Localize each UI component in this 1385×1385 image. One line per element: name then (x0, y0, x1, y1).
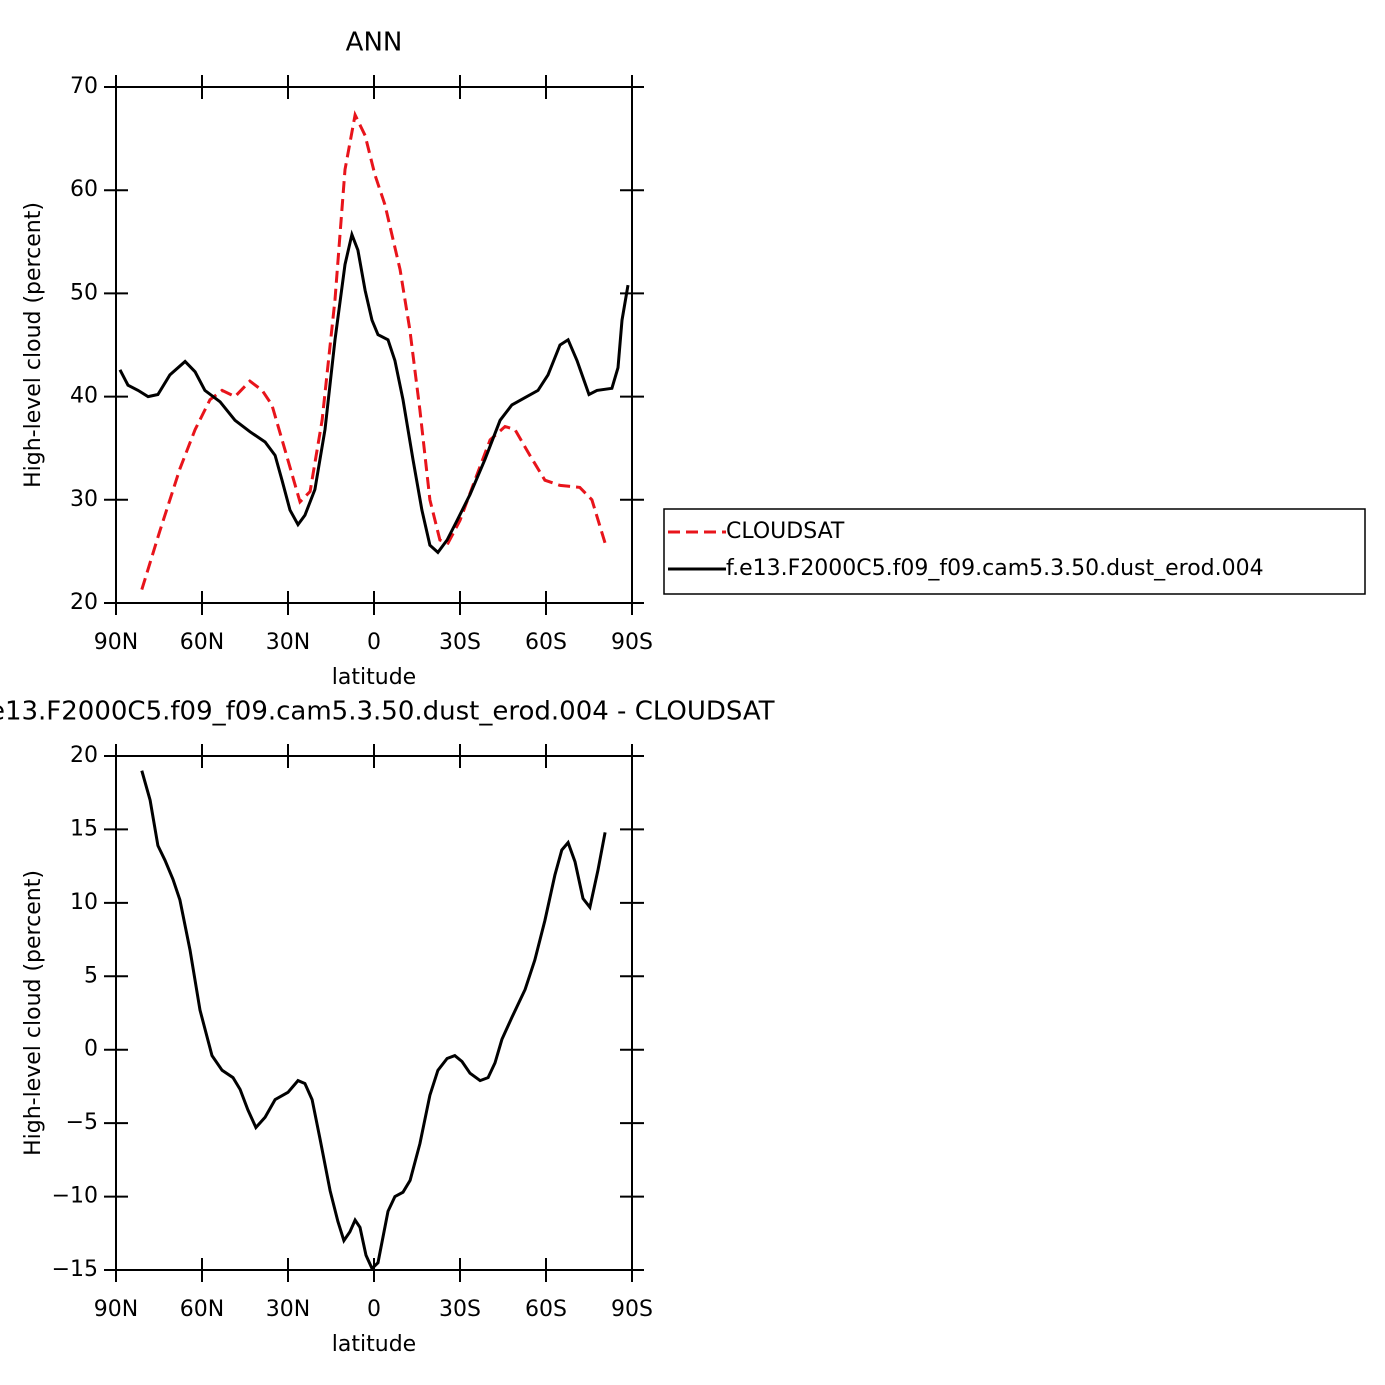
y-tick-label: 70 (70, 74, 98, 99)
y-axis-label: High-level cloud (percent) (21, 202, 46, 488)
x-tick-label: 0 (367, 630, 381, 655)
x-axis-label: latitude (332, 1332, 416, 1357)
plot-frame (115, 755, 633, 1271)
y-tick-label: −15 (52, 1257, 98, 1282)
y-tick-label: 30 (70, 487, 98, 512)
legend-box (663, 508, 1366, 595)
y-tick-label: 50 (70, 280, 98, 305)
line (140, 770, 607, 1272)
y-tick-label: 20 (70, 590, 98, 615)
y-tick-label: 0 (84, 1037, 98, 1062)
x-tick-label: 90N (94, 1297, 138, 1322)
y-axis-label: High-level cloud (percent) (21, 870, 46, 1156)
x-tick-label: 60S (525, 630, 567, 655)
legend-label: CLOUDSAT (726, 519, 845, 544)
line (118, 229, 630, 555)
y-tick-label: 40 (70, 384, 98, 409)
x-tick-label: 90S (611, 1297, 653, 1322)
y-tick-label: 20 (70, 743, 98, 768)
y-tick-label: 60 (70, 177, 98, 202)
y-tick-label: 15 (70, 816, 98, 841)
x-tick-label: 60N (180, 630, 224, 655)
y-tick-label: −10 (52, 1184, 98, 1209)
y-tick-label: 5 (84, 963, 98, 988)
x-tick-label: 30N (266, 630, 310, 655)
chart-title: f.e13.F2000C5.f09_f09.cam5.3.50.dust_ero… (0, 697, 775, 727)
x-tick-label: 90N (94, 630, 138, 655)
x-tick-label: 90S (611, 630, 653, 655)
x-tick-label: 0 (367, 1297, 381, 1322)
x-tick-label: 60N (180, 1297, 224, 1322)
y-tick-label: −5 (66, 1110, 98, 1135)
x-tick-label: 60S (525, 1297, 567, 1322)
x-axis-label: latitude (332, 665, 416, 690)
legend-label: f.e13.F2000C5.f09_f09.cam5.3.50.dust_ero… (726, 556, 1264, 581)
x-tick-label: 30S (439, 630, 481, 655)
y-tick-label: 10 (70, 890, 98, 915)
x-tick-label: 30S (439, 1297, 481, 1322)
plot-frame (115, 86, 633, 604)
chart-title: ANN (346, 28, 403, 58)
line (140, 110, 607, 591)
x-tick-label: 30N (266, 1297, 310, 1322)
